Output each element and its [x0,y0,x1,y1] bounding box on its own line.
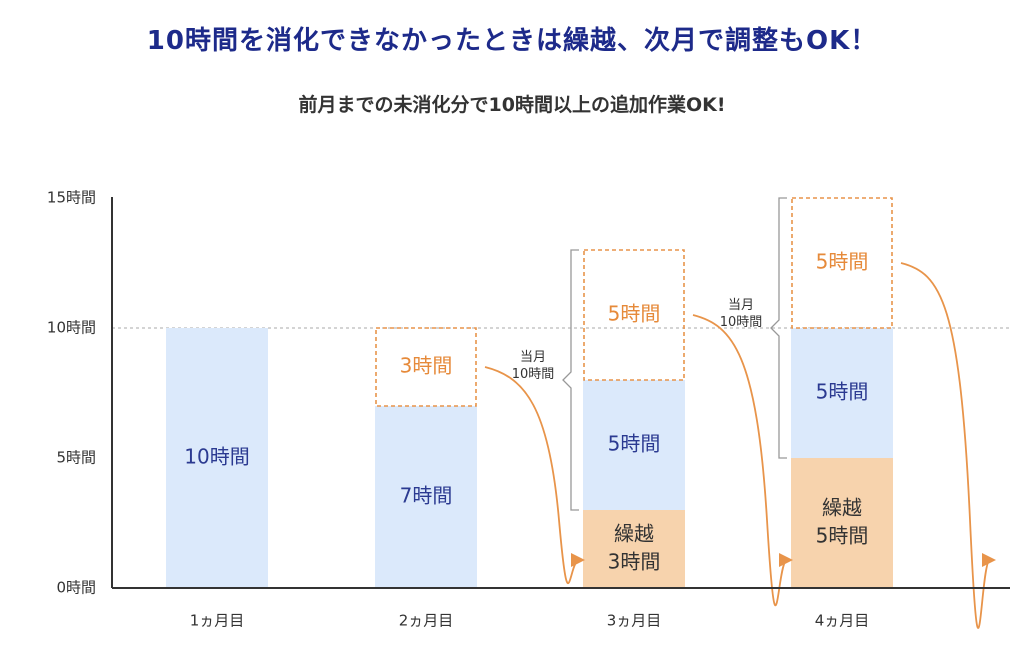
bracket-2 [770,197,787,459]
x-tick-label-2: 2ヵ月目 [399,612,454,630]
bar-label-unused-4: 5時間 [816,250,869,274]
bar-unused-2 [375,327,477,407]
x-tick-label-4: 4ヵ月目 [815,612,870,630]
bar-label-unused-2: 3時間 [400,354,453,378]
bracket-label-1: 当月 10時間 [512,350,555,382]
bar-used-2 [375,406,477,588]
carryover-arrow-3 [900,262,996,629]
carryover-arrow-1 [484,366,585,584]
x-tick-label-3: 3ヵ月目 [607,612,662,630]
bar-used-4 [791,328,893,458]
y-tick-label-2: 5時間 [56,449,96,467]
bar-label-unused-3: 5時間 [608,302,661,326]
bar-label-used-2: 7時間 [400,484,453,508]
bracket-1 [562,249,579,511]
x-tick-label-1: 1ヵ月目 [190,612,245,630]
bar-label-used-3: 5時間 [608,432,661,456]
bar-unused-3 [583,249,685,381]
bar-label-carryover-4: 繰越 5時間 [816,496,869,548]
bar-unused-4 [791,197,893,329]
carryover-arrow-2 [692,314,793,607]
y-tick-label-1: 0時間 [56,579,96,597]
bar-used-1 [166,328,268,588]
bar-label-used-4: 5時間 [816,380,869,404]
page-subtitle: 前月までの未消化分で10時間以上の追加作業OK! [298,94,726,116]
bar-label-used-1: 10時間 [184,445,249,469]
page-title: 10時間を消化できなかったときは繰越、次月で調整もOK！ [146,26,878,56]
bracket-label-2: 当月 10時間 [720,298,763,330]
bar-carryover-4 [791,458,893,588]
bar-label-carryover-3: 繰越 3時間 [608,522,661,574]
bar-used-3 [583,380,685,510]
bar-carryover-3 [583,510,685,588]
y-tick-label-4: 15時間 [47,189,96,207]
y-tick-label-3: 10時間 [47,319,96,337]
